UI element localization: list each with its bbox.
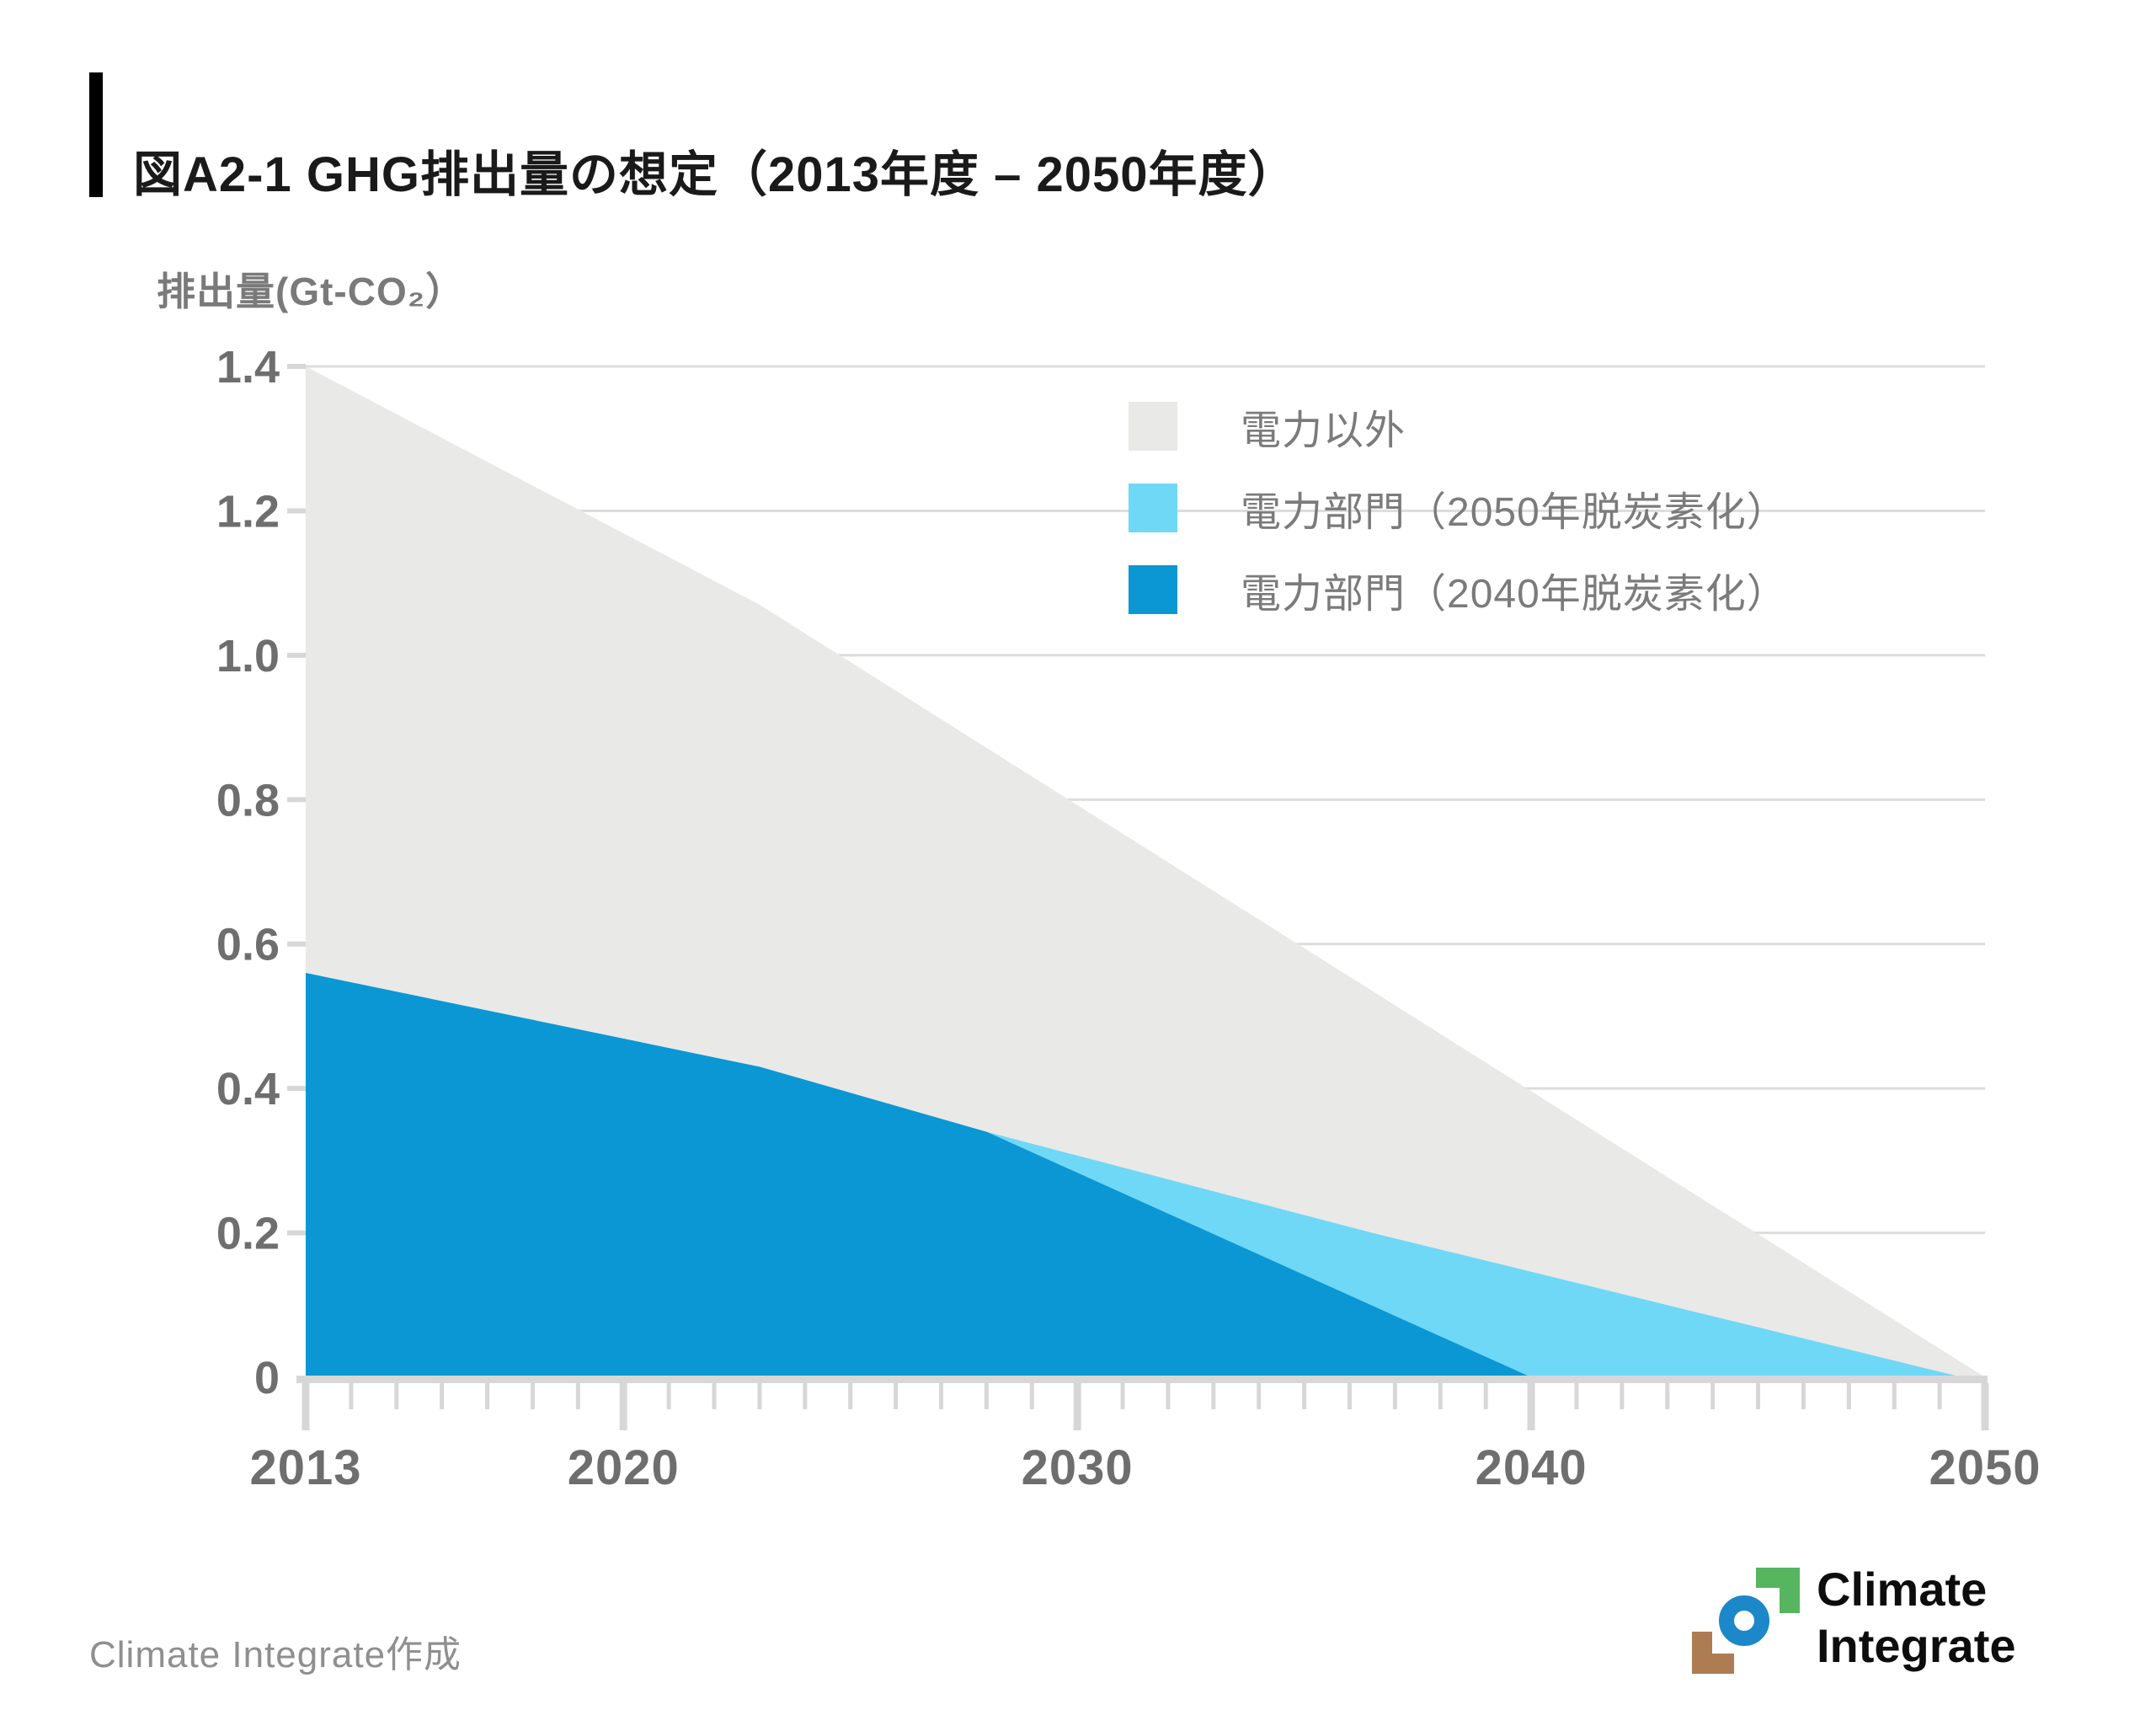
- y-axis-label: 1.0: [216, 631, 280, 681]
- x-minor-tick: [803, 1383, 808, 1409]
- x-minor-tick: [848, 1383, 853, 1409]
- legend-label: 電力以外: [1241, 409, 1406, 453]
- x-minor-tick: [1892, 1383, 1897, 1409]
- x-minor-tick: [1348, 1383, 1353, 1409]
- page-title: 図A2-1 GHG排出量の想定（2013年度 – 2050年度）: [133, 147, 1298, 202]
- x-minor-tick: [1257, 1383, 1262, 1409]
- y-axis-label: 0: [254, 1353, 280, 1403]
- x-minor-tick: [349, 1383, 354, 1409]
- y-tick-mark: [287, 941, 306, 947]
- x-minor-tick: [1846, 1383, 1851, 1409]
- y-axis-label: 0.6: [216, 920, 280, 970]
- x-major-tick: [302, 1383, 310, 1430]
- x-minor-tick: [1120, 1383, 1125, 1409]
- y-axis-label: 0.4: [216, 1064, 280, 1114]
- x-minor-tick: [530, 1383, 535, 1409]
- x-minor-tick: [666, 1383, 671, 1409]
- x-minor-tick: [1620, 1383, 1625, 1409]
- x-minor-tick: [485, 1383, 490, 1409]
- legend-item: 電力部門（2040年脱炭素化）: [1129, 565, 1788, 617]
- x-axis-label: 2050: [1929, 1440, 2041, 1495]
- x-minor-tick: [1029, 1383, 1034, 1409]
- y-axis-title: 排出量(Gt-CO₂）: [157, 270, 466, 313]
- logo-green-corner-icon: [1756, 1568, 1800, 1613]
- y-tick-mark: [287, 652, 306, 658]
- x-minor-tick: [938, 1383, 943, 1409]
- y-tick-mark: [287, 1230, 306, 1236]
- x-major-tick: [1527, 1383, 1535, 1430]
- x-minor-tick: [894, 1383, 899, 1409]
- legend-swatch: [1129, 402, 1177, 451]
- y-axis-label: 1.4: [216, 342, 280, 393]
- logo-line1: Climate: [1817, 1563, 1988, 1616]
- x-major-tick: [619, 1383, 627, 1430]
- x-major-tick: [1073, 1383, 1081, 1430]
- y-tick-mark: [287, 508, 306, 514]
- legend: 電力以外電力部門（2050年脱炭素化） 電力部門（2040年脱炭素化）: [1129, 402, 1788, 647]
- x-minor-tick: [1166, 1383, 1171, 1409]
- x-minor-tick: [575, 1383, 580, 1409]
- legend-label: 電力部門（2050年脱炭素化）: [1241, 490, 1788, 535]
- x-minor-tick: [757, 1383, 762, 1409]
- x-minor-tick: [1756, 1383, 1761, 1409]
- x-minor-tick: [1665, 1383, 1670, 1409]
- area-series: [306, 973, 1532, 1377]
- gridline: [306, 365, 1985, 368]
- title-accent-bar: [89, 72, 103, 197]
- x-axis-label: 2020: [568, 1440, 680, 1495]
- x-minor-tick: [984, 1383, 989, 1409]
- legend-label: 電力部門（2040年脱炭素化）: [1241, 572, 1788, 617]
- legend-swatch: [1129, 484, 1177, 532]
- x-minor-tick: [394, 1383, 399, 1409]
- x-minor-tick: [1302, 1383, 1307, 1409]
- y-tick-mark: [287, 797, 306, 803]
- logo-line2: Integrate: [1817, 1619, 2016, 1672]
- x-minor-tick: [1438, 1383, 1443, 1409]
- x-minor-tick: [1801, 1383, 1806, 1409]
- y-axis-label: 1.2: [216, 486, 280, 537]
- legend-item: 電力部門（2050年脱炭素化）: [1129, 484, 1788, 535]
- x-minor-tick: [1483, 1383, 1488, 1409]
- logo-blue-ring-icon: [1719, 1595, 1769, 1646]
- x-minor-tick: [1574, 1383, 1579, 1409]
- y-tick-mark: [287, 1086, 306, 1092]
- x-axis-line: [296, 1376, 1988, 1383]
- logo-brown-corner-icon: [1692, 1632, 1734, 1674]
- legend-item: 電力以外: [1129, 402, 1788, 453]
- x-minor-tick: [1392, 1383, 1397, 1409]
- x-minor-tick: [712, 1383, 717, 1409]
- x-minor-tick: [1710, 1383, 1716, 1409]
- gridline: [306, 798, 1985, 801]
- logo: Climate Integrate: [1689, 1561, 2143, 1704]
- y-axis-label: 0.8: [216, 775, 280, 826]
- x-axis-label: 2030: [1022, 1440, 1134, 1495]
- credit-text: Climate Integrate作成: [89, 1634, 462, 1675]
- x-major-tick: [1981, 1383, 1989, 1430]
- logo-wordmark: Climate Integrate: [1817, 1561, 2016, 1674]
- x-axis-label: 2040: [1476, 1440, 1588, 1495]
- x-minor-tick: [1937, 1383, 1942, 1409]
- legend-swatch: [1129, 565, 1177, 614]
- gridline: [306, 654, 1985, 657]
- x-minor-tick: [1211, 1383, 1216, 1409]
- y-axis-label: 0.2: [216, 1209, 280, 1259]
- x-minor-tick: [440, 1383, 445, 1409]
- y-tick-mark: [287, 364, 306, 369]
- x-axis-label: 2013: [249, 1440, 361, 1495]
